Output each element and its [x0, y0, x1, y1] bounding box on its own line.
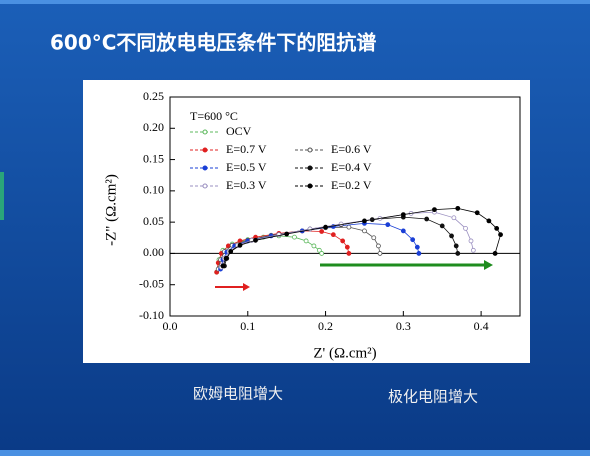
data-point [330, 232, 336, 238]
arrowhead [243, 283, 250, 291]
x-tick-label: 0.4 [474, 319, 489, 333]
data-point [424, 216, 430, 222]
data-point [410, 237, 416, 243]
data-point [292, 234, 297, 240]
legend-label: E=0.5 V [226, 160, 267, 174]
data-point [432, 207, 437, 213]
data-point [303, 238, 309, 244]
data-point [400, 228, 406, 234]
legend-marker [202, 147, 208, 153]
data-point [385, 222, 391, 228]
y-tick-label: 0.05 [143, 214, 164, 228]
data-point [498, 232, 503, 238]
data-point [346, 224, 352, 230]
legend-label: E=0.2 V [331, 178, 372, 192]
legend-marker [202, 165, 208, 171]
data-point [346, 251, 352, 256]
legend-marker [307, 147, 313, 153]
data-point [453, 243, 459, 249]
legend-marker [202, 129, 208, 135]
data-point [376, 243, 381, 249]
data-point [455, 251, 461, 256]
x-axis-label: Z' (Ω.cm²) [313, 345, 376, 361]
data-point [416, 251, 422, 256]
legend-label: E=0.4 V [331, 160, 372, 174]
data-point [319, 251, 325, 256]
data-point [449, 233, 454, 239]
data-point [237, 242, 243, 248]
data-point [323, 224, 328, 230]
data-point [220, 263, 226, 269]
y-axis-label: -Z" (Ω.cm²) [103, 174, 119, 246]
bottom-bar [0, 450, 590, 456]
arrowhead [484, 260, 493, 270]
data-point [470, 247, 476, 253]
data-point [400, 212, 406, 218]
data-point [439, 223, 445, 229]
data-point [474, 210, 480, 216]
data-point [377, 251, 383, 256]
legend-label: OCV [226, 124, 252, 138]
y-tick-label: -0.10 [139, 308, 164, 322]
y-tick-label: 0.00 [143, 245, 164, 259]
legend-label: E=0.7 V [226, 142, 267, 156]
top-bar [0, 0, 590, 4]
y-tick-label: -0.05 [139, 276, 164, 290]
data-point [223, 256, 229, 261]
data-point [492, 251, 498, 256]
y-tick-label: 0.25 [143, 89, 164, 103]
data-point [468, 238, 474, 244]
legend-marker [307, 165, 313, 171]
y-tick-label: 0.20 [143, 120, 164, 134]
data-point [451, 215, 457, 221]
legend-label: E=0.3 V [226, 178, 267, 192]
data-point [311, 243, 317, 249]
series-line [222, 207, 502, 267]
data-point [340, 238, 346, 244]
data-point [284, 231, 290, 237]
data-point [253, 237, 258, 243]
data-point [463, 225, 468, 231]
x-tick-label: 0.3 [396, 319, 411, 333]
slide-title: 600°C不同放电电压条件下的阻抗谱 [50, 31, 376, 55]
legend-marker [202, 183, 208, 189]
data-point [455, 205, 461, 211]
data-point [371, 235, 377, 241]
data-point [228, 249, 234, 254]
annotation: 极化电阻增大 [388, 388, 478, 406]
x-tick-label: 0.1 [240, 319, 255, 333]
x-tick-label: 0.2 [318, 319, 333, 333]
legend-marker [307, 183, 313, 189]
data-point [319, 229, 325, 234]
data-point [494, 225, 500, 231]
data-point [316, 247, 322, 253]
x-tick-label: 0.0 [163, 319, 178, 333]
y-tick-label: 0.10 [143, 183, 164, 197]
data-point [362, 228, 367, 234]
data-point [362, 218, 367, 224]
side-tab [0, 172, 4, 220]
data-point [344, 244, 350, 250]
legend-label: E=0.6 V [331, 142, 372, 156]
y-tick-label: 0.15 [143, 151, 164, 165]
plot-frame [169, 96, 521, 317]
legend-title: T=600 °C [190, 109, 238, 123]
data-point [486, 218, 492, 224]
annotation: 欧姆电阻增大 [193, 385, 283, 403]
data-point [414, 244, 420, 250]
